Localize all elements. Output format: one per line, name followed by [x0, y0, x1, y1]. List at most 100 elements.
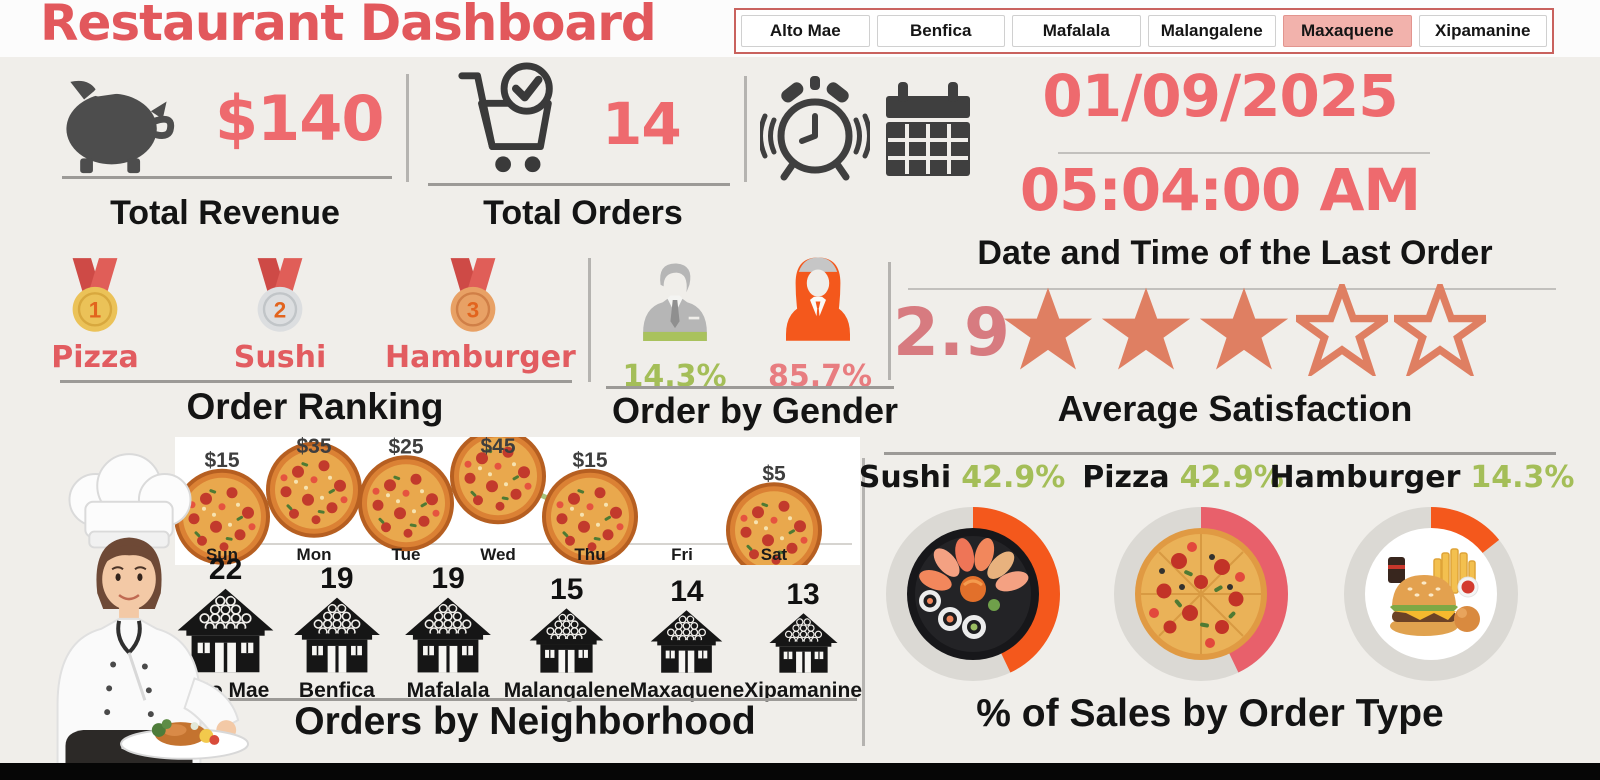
svg-text:$35: $35	[296, 437, 331, 458]
ranking-item-sushi[interactable]: 2 Sushi	[215, 258, 345, 375]
satisfaction-score: 2.9	[893, 294, 1010, 371]
last-order-time: 05:04:00 AM	[1019, 156, 1421, 224]
neighborhood-item[interactable]: 19 Mafalala	[392, 552, 503, 703]
revenue-by-day-chart[interactable]: $15 Sun $35 Mon $25 Tue $45 Wed $15 Thu Fri $5 Sat	[174, 428, 860, 579]
ranking-label: Sushi	[233, 340, 327, 375]
ranking-label: Pizza	[51, 340, 139, 375]
ranking-item-pizza[interactable]: 1 Pizza	[30, 258, 160, 375]
total-orders-value: 14	[602, 90, 682, 158]
gender-female[interactable]: 85.7%	[768, 243, 872, 394]
neighborhood-value: 15	[550, 573, 584, 606]
star-outline-icon	[1296, 284, 1388, 376]
svg-text:$15: $15	[572, 449, 607, 472]
donut-label-pizza: Pizza 42.9%	[1078, 460, 1288, 495]
svg-text:Wed: Wed	[480, 545, 516, 564]
star-filled-icon	[1101, 287, 1191, 370]
slicer-item-maxaquene[interactable]: Maxaquene	[1283, 15, 1412, 47]
svg-text:Tue: Tue	[392, 545, 421, 564]
rank-number: 2	[274, 297, 286, 322]
sales-by-order-type-chart	[880, 505, 1570, 685]
average-satisfaction-title: Average Satisfaction	[1057, 388, 1413, 429]
neighborhood-value: 19	[320, 562, 354, 595]
neighborhood-label: Xipamanine	[744, 679, 862, 702]
orders-by-neighborhood-title: Orders by Neighborhood	[294, 700, 756, 743]
neighborhood-label: Mafalala	[406, 679, 490, 702]
last-order-label: Date and Time of the Last Order	[977, 234, 1493, 272]
divider	[428, 183, 730, 186]
ranking-label: Hamburger	[385, 340, 576, 375]
slicer-item-mafalala[interactable]: Mafalala	[1012, 15, 1141, 47]
star-rating[interactable]	[1002, 284, 1492, 376]
house-icon	[529, 608, 604, 673]
house-icon	[177, 588, 274, 673]
ranking-item-hamburger[interactable]: 3 Hamburger	[385, 258, 576, 375]
medal-2-icon: 2	[257, 258, 303, 332]
divider	[744, 76, 747, 182]
house-icon	[293, 597, 380, 673]
total-orders-label: Total Orders	[483, 194, 683, 232]
neighborhood-item[interactable]: 13 Xipamanine	[744, 552, 862, 703]
neighborhood-item[interactable]: 14 Maxaquene	[630, 552, 744, 703]
donut-pizza[interactable]	[1112, 505, 1290, 683]
house-icon	[769, 613, 838, 673]
orders-by-neighborhood-chart[interactable]: 22 Alto Mae 19 Benfica 19 Mafalala 15	[170, 552, 862, 703]
neighborhood-value: 13	[786, 578, 820, 611]
neighborhood-value: 22	[208, 553, 243, 586]
svg-text:$45: $45	[480, 437, 515, 458]
neighborhood-item[interactable]: 15 Malangalene	[504, 552, 630, 703]
svg-text:Mon: Mon	[297, 545, 332, 564]
neighborhood-value: 19	[431, 562, 465, 595]
chef-image	[56, 453, 250, 764]
svg-text:$15: $15	[204, 449, 239, 472]
calendar-icon	[886, 82, 970, 176]
order-ranking-title: Order Ranking	[186, 386, 444, 427]
male-icon	[642, 263, 707, 342]
house-icon	[651, 610, 723, 673]
neighborhood-slicer: Alto Mae Benfica Mafalala Malangalene Ma…	[734, 8, 1554, 54]
svg-text:$5: $5	[762, 462, 786, 485]
pizza-image	[1134, 527, 1268, 661]
neighborhood-item[interactable]: 19 Benfica	[281, 552, 392, 703]
sushi-image	[906, 527, 1040, 661]
donut-hamburger[interactable]	[1342, 505, 1520, 683]
donut-sushi[interactable]	[884, 505, 1062, 683]
order-type-pct: 42.9%	[1179, 460, 1284, 495]
divider	[60, 380, 572, 383]
gender-male[interactable]: 14.3%	[622, 248, 727, 394]
total-revenue-label: Total Revenue	[110, 194, 340, 232]
star-filled-icon	[1199, 287, 1289, 370]
divider	[406, 74, 409, 182]
sales-by-order-type-title: % of Sales by Order Type	[976, 692, 1444, 735]
divider	[62, 176, 392, 179]
svg-text:Sat: Sat	[761, 545, 788, 564]
piggy-bank-icon	[66, 80, 175, 174]
svg-text:$25: $25	[388, 437, 423, 458]
last-order-date: 01/09/2025	[1042, 62, 1398, 130]
rank-number: 1	[89, 297, 101, 322]
divider	[862, 458, 865, 746]
order-type-pct: 14.3%	[1470, 460, 1575, 495]
medal-1-icon: 1	[72, 258, 118, 332]
neighborhood-label: Malangalene	[503, 679, 630, 702]
svg-text:Sun: Sun	[206, 545, 238, 564]
divider	[908, 288, 1556, 290]
svg-text:Fri: Fri	[671, 545, 693, 564]
order-by-gender-title: Order by Gender	[611, 390, 899, 431]
order-type-name: Pizza	[1082, 460, 1170, 495]
divider	[606, 386, 894, 389]
divider	[588, 258, 591, 382]
star-filled-icon	[1003, 287, 1093, 370]
rank-number: 3	[466, 297, 478, 322]
donut-label-hamburger: Hamburger 14.3%	[1270, 460, 1575, 495]
star-outline-icon	[1394, 284, 1486, 376]
donut-label-sushi: Sushi 42.9%	[859, 460, 1066, 495]
svg-text:Thu: Thu	[574, 545, 605, 564]
page-title: Restaurant Dashboard	[40, 0, 657, 52]
slicer-item-xipamanine[interactable]: Xipamanine	[1418, 15, 1547, 47]
total-revenue-value: $140	[215, 82, 385, 155]
slicer-item-benfica[interactable]: Benfica	[876, 15, 1005, 47]
neighborhood-item[interactable]: 22 Alto Mae	[170, 552, 281, 703]
slicer-item-alto-mae[interactable]: Alto Mae	[741, 15, 870, 47]
slicer-item-malangalene[interactable]: Malangalene	[1147, 15, 1276, 47]
